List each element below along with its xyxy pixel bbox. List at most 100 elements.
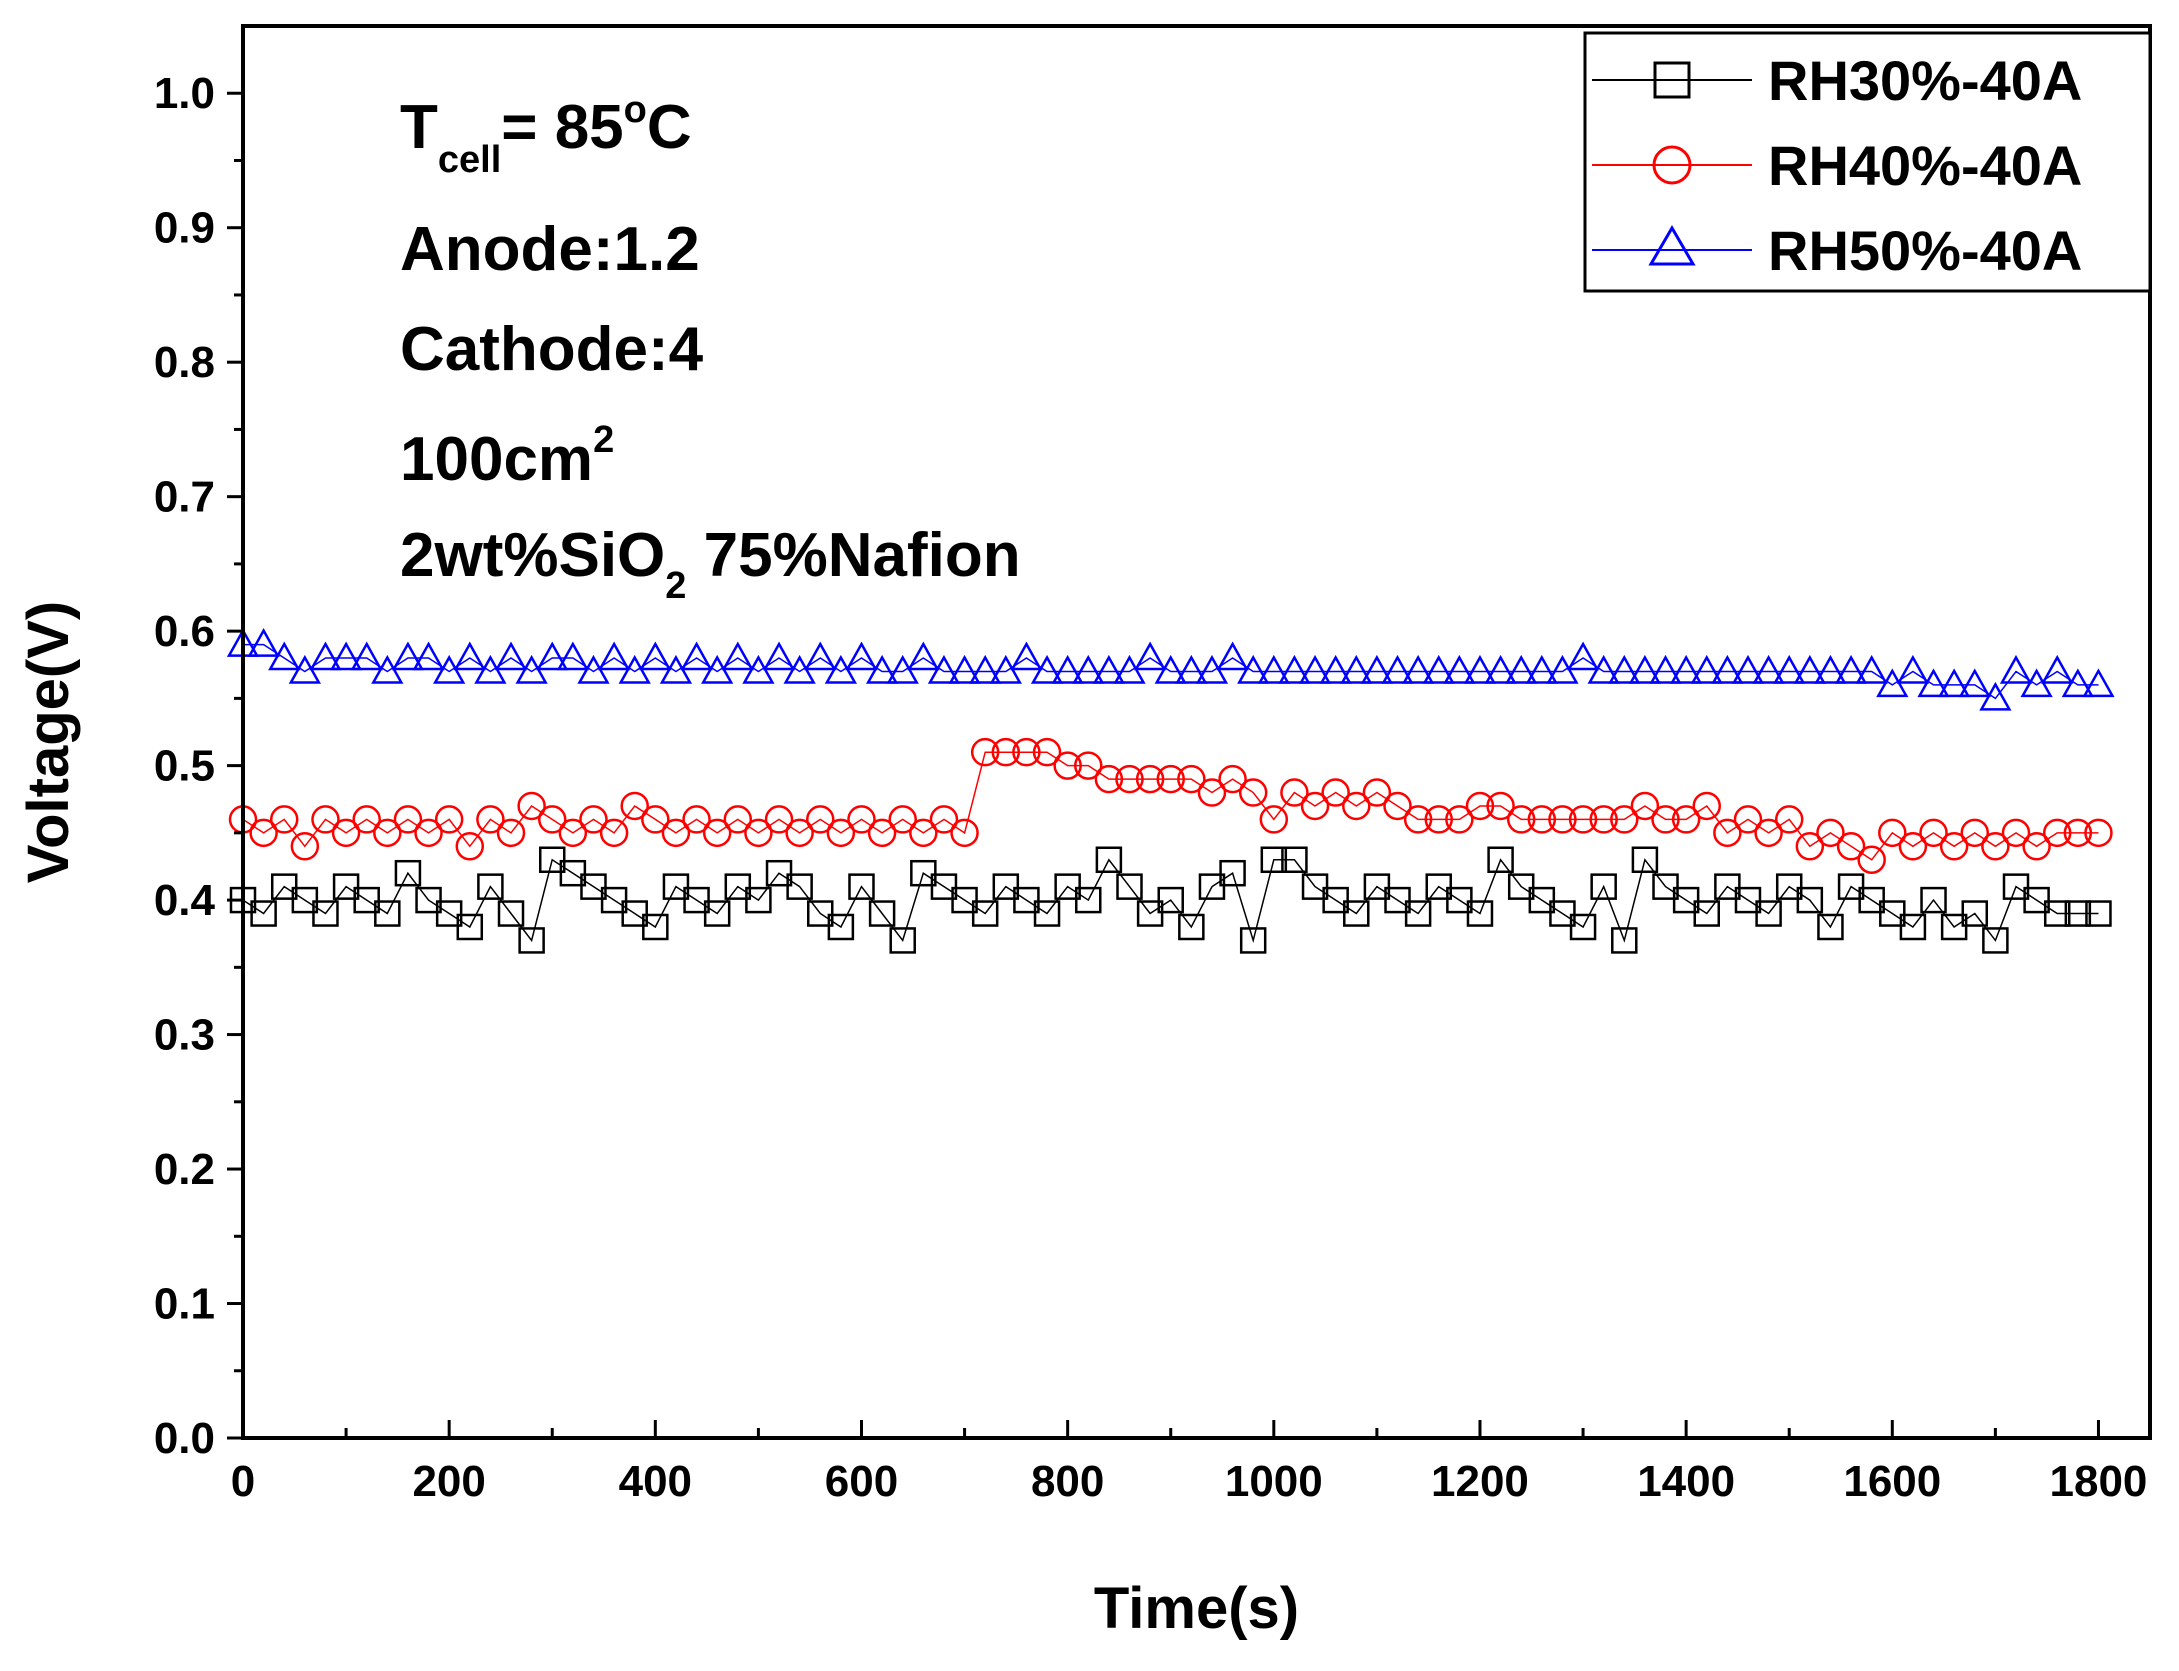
data-point: [1836, 832, 1866, 861]
data-point: [268, 641, 301, 671]
data-point: [1446, 886, 1473, 914]
series-line: [243, 643, 2099, 700]
data-point: [948, 654, 981, 684]
data-point: [1958, 668, 1991, 698]
data-point: [1507, 873, 1535, 900]
data-point: [597, 641, 631, 671]
data-point: [1362, 778, 1392, 807]
data-point: [1278, 654, 1311, 684]
data-point: [1981, 832, 2010, 861]
data-point: [910, 859, 937, 887]
series-line: [242, 858, 2099, 944]
data-point: [1115, 764, 1144, 794]
data-point: [453, 641, 486, 671]
data-point: [785, 818, 814, 848]
data-point: [329, 641, 363, 671]
data-point: [1525, 654, 1558, 684]
data-point: [1755, 900, 1782, 927]
annotation-temperature: Tcell= 85oC: [400, 89, 692, 181]
data-point: [269, 805, 299, 834]
y-tick-label: 0.8: [154, 338, 215, 387]
data-point: [249, 818, 278, 848]
data-point: [455, 832, 485, 861]
data-point: [434, 805, 464, 834]
series-line: [242, 751, 2099, 861]
data-point: [1486, 791, 1515, 821]
data-point: [1940, 913, 1968, 941]
data-point: [350, 641, 383, 671]
data-point: [1257, 654, 1290, 684]
data-point: [1072, 654, 1105, 684]
data-point: [1505, 654, 1538, 684]
data-point: [1238, 778, 1268, 807]
data-point: [374, 900, 401, 927]
data-point: [1834, 654, 1868, 684]
data-point: [1342, 791, 1371, 821]
data-point: [662, 873, 690, 900]
data-point: [1587, 654, 1620, 684]
data-point: [1549, 900, 1576, 927]
data-point: [992, 873, 1020, 900]
data-point: [309, 641, 342, 671]
data-point: [970, 737, 1000, 767]
data-point: [1817, 913, 1844, 941]
data-point: [1857, 845, 1886, 875]
data-point: [2085, 900, 2112, 927]
data-point: [1094, 764, 1124, 794]
data-point: [1569, 913, 1597, 941]
axes: 0 200 400 600 800 1000 1200 1400 1600 1800 0.0 0.1 0…: [154, 69, 2148, 1506]
data-point: [680, 641, 713, 671]
x-tick-label: 800: [1031, 1457, 1104, 1506]
data-point: [804, 641, 837, 671]
data-point: [1175, 654, 1208, 684]
data-point: [1156, 764, 1185, 794]
data-point: [1651, 805, 1680, 834]
data-point: [1938, 668, 1971, 698]
y-tick-label: 0.1: [154, 1280, 215, 1329]
data-point: [311, 805, 340, 834]
data-point: [848, 873, 875, 900]
annotation-area: 100cm2: [400, 419, 614, 494]
legend-triangle-icon: [1648, 225, 1696, 266]
data-point: [762, 641, 796, 671]
data-point: [1401, 654, 1435, 684]
data-point: [250, 900, 277, 927]
plot-frame: [241, 24, 2152, 1440]
data-point: [352, 805, 381, 834]
data-point: [353, 886, 380, 914]
data-point: [312, 900, 339, 927]
data-point: [1939, 832, 1969, 861]
data-point: [1321, 778, 1350, 807]
data-point: [642, 913, 669, 941]
data-point: [1919, 818, 1948, 848]
data-point: [435, 900, 463, 927]
data-point: [373, 818, 402, 848]
data-point: [270, 873, 298, 900]
data-point: [683, 886, 710, 914]
data-point: [1322, 886, 1349, 914]
data-point: [2063, 818, 2093, 848]
x-tick-label: 1000: [1225, 1457, 1323, 1506]
data-point: [786, 873, 813, 900]
y-tick-label: 0.5: [154, 742, 215, 791]
data-point: [1670, 654, 1703, 684]
data-point: [1092, 654, 1126, 684]
data-point: [868, 900, 896, 927]
data-point: [1032, 737, 1062, 767]
data-point: [765, 859, 793, 887]
data-point: [556, 641, 589, 671]
data-point: [517, 791, 546, 821]
data-point: [1443, 654, 1476, 684]
data-point: [969, 654, 1002, 684]
data-point: [641, 805, 670, 834]
data-point: [1752, 654, 1785, 684]
y-tick-label: 0.4: [154, 876, 216, 925]
data-point: [907, 641, 940, 671]
plot-area: [226, 628, 2115, 954]
x-tick-label: 1600: [1843, 1457, 1941, 1506]
data-point: [1896, 654, 1930, 684]
data-point: [826, 818, 856, 848]
data-point: [1920, 886, 1947, 914]
legend-circle-icon: [1652, 145, 1692, 185]
data-point: [1383, 791, 1412, 821]
